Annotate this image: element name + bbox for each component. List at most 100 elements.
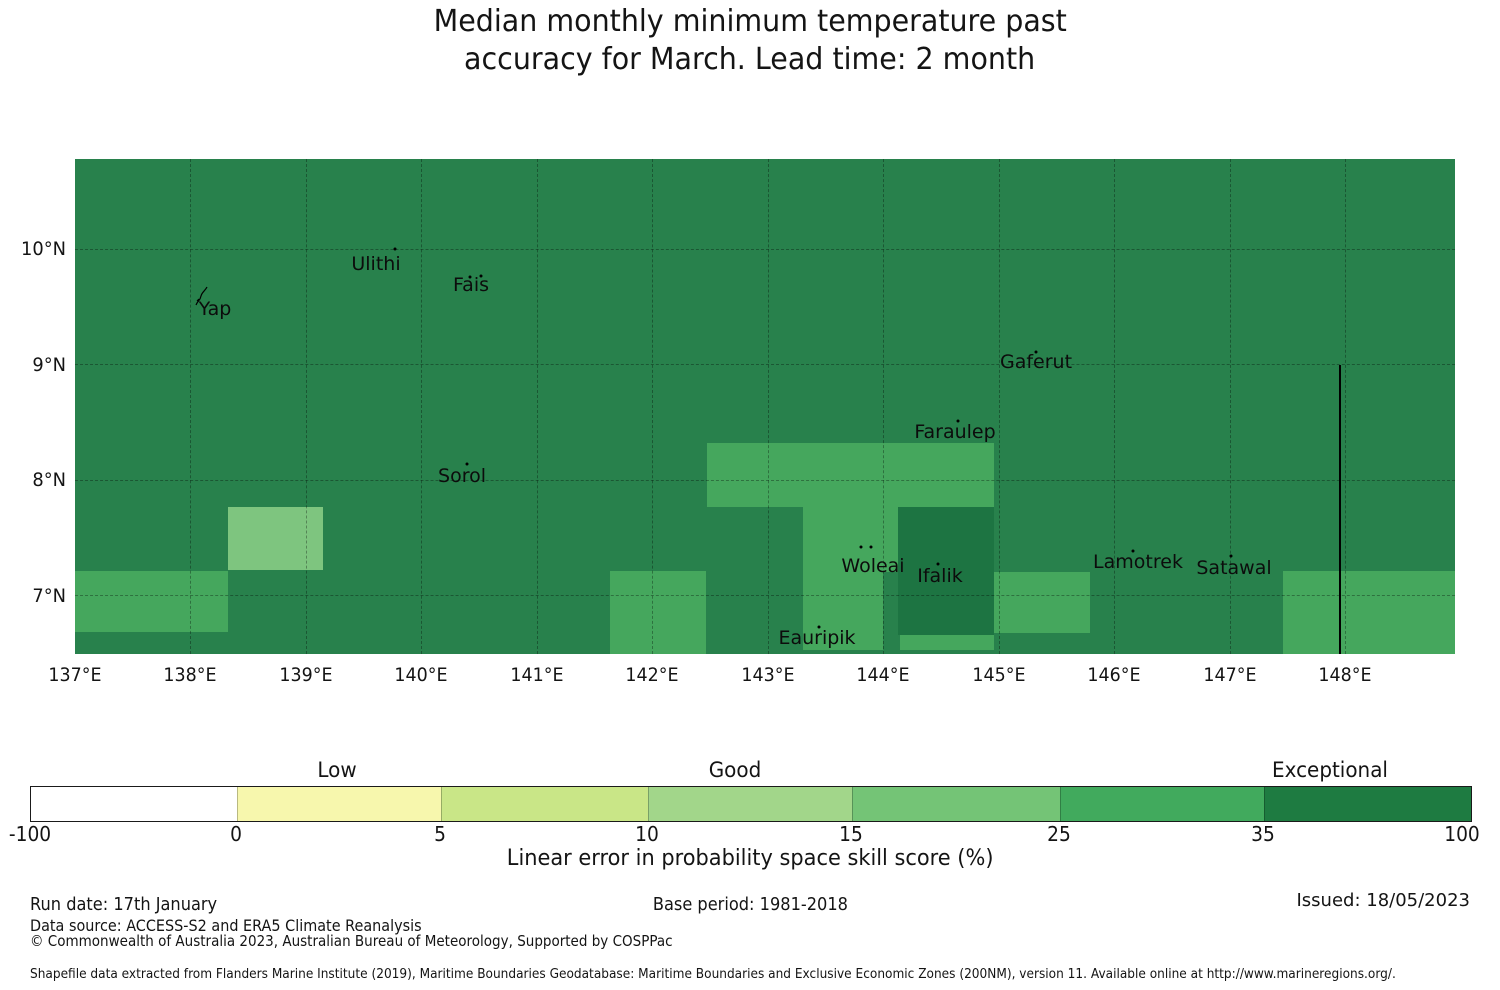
cbtick-25: 25 (1047, 822, 1071, 846)
ytick-8n: 8°N (32, 469, 66, 491)
fais-marker2-icon (479, 274, 483, 278)
island-label-lamotrek: Lamotrek (1093, 551, 1183, 573)
xtick-137e: 137°E (48, 664, 102, 686)
map-canvas: Yap Ulithi Fais Sorol Gaferut Faraulep W… (75, 159, 1455, 654)
satawal-marker-icon (1229, 554, 1233, 558)
xtick-142e: 142°E (625, 664, 679, 686)
colorbar-seg-neg100-0 (31, 787, 237, 821)
colorbar-seg-35-100 (1264, 787, 1471, 821)
base-period-text-inner: Base period: 1981-2018 (652, 894, 848, 915)
fais-marker-icon (468, 275, 472, 279)
colorbar-axis-label: Linear error in probability space skill … (0, 846, 1500, 871)
skill-patch-ifalik-dark (898, 507, 994, 635)
cbtick-10: 10 (635, 822, 659, 846)
cbtick-15: 15 (839, 822, 863, 846)
skill-patch-faraulep-bar (707, 443, 994, 507)
gridline-140e (421, 159, 422, 654)
woleai-marker2-icon (869, 545, 873, 549)
colorbar-category-low: Low (317, 758, 357, 782)
gaferut-marker-icon (1034, 350, 1038, 354)
eauripik-marker-icon (817, 625, 821, 629)
skill-patch-under-ifalik (900, 635, 994, 650)
skill-patch-light-15-25 (228, 507, 323, 570)
woleai-marker-icon (859, 545, 863, 549)
skill-patch-woleai-stem-upper (803, 507, 898, 572)
xtick-145e: 145°E (972, 664, 1026, 686)
sorol-marker-icon (465, 462, 469, 466)
island-label-eauripik: Eauripik (778, 627, 856, 649)
xtick-148e: 148°E (1318, 664, 1372, 686)
cbtick-35: 35 (1251, 822, 1275, 846)
gridline-141e (537, 159, 538, 654)
gridline-139e (306, 159, 307, 654)
gridline-10n (75, 249, 1455, 250)
ytick-7n: 7°N (32, 585, 66, 607)
xtick-140e: 140°E (394, 664, 448, 686)
gridline-142e (652, 159, 653, 654)
gridline-138e (190, 159, 191, 654)
colorbar-category-good: Good (708, 758, 762, 782)
base-period-text: Base period: 1981-2018 (0, 894, 1500, 915)
colorbar-seg-5-10 (441, 787, 648, 821)
gridline-7n (75, 595, 1455, 596)
island-label-ifalik: Ifalik (917, 565, 963, 587)
chart-title-line2-text: accuracy for March. Lead time: 2 month (464, 42, 1036, 77)
colorbar-seg-10-15 (648, 787, 852, 821)
cbtick-5: 5 (434, 822, 446, 846)
lamotrek-marker-icon (1131, 549, 1135, 553)
ulithi-marker-icon (393, 247, 397, 251)
colorbar-seg-0-5 (237, 787, 441, 821)
chart-title-line1: Median monthly minimum temperature past (0, 4, 1500, 39)
gridline-145e (999, 159, 1000, 654)
yap-island-outline-icon (195, 286, 208, 306)
island-label-woleai: Woleai (841, 555, 905, 577)
xtick-146e: 146°E (1087, 664, 1141, 686)
copyright-text: © Commonwealth of Australia 2023, Austra… (30, 932, 673, 950)
faraulep-marker-icon (956, 419, 960, 423)
island-label-satawal: Satawal (1196, 557, 1272, 579)
skill-patch-woleai-stem-lower (803, 572, 883, 650)
gridline-148e (1345, 159, 1346, 654)
issued-date-text: Issued: 18/05/2023 (1296, 890, 1470, 911)
data-source-text: Data source: ACCESS-S2 and ERA5 Climate … (30, 916, 422, 935)
xtick-143e: 143°E (741, 664, 795, 686)
island-label-sorol: Sorol (438, 465, 486, 487)
island-label-gaferut: Gaferut (999, 351, 1073, 373)
gridline-9n (75, 364, 1455, 365)
chart-title-line2: accuracy for March. Lead time: 2 month (0, 42, 1500, 77)
eez-boundary-line (1339, 365, 1341, 654)
xtick-139e: 139°E (279, 664, 333, 686)
run-date-text: Run date: 17th January (30, 894, 218, 915)
island-label-yap: Yap (198, 298, 232, 320)
island-label-fais: Fais (452, 274, 490, 296)
cbtick-0: 0 (230, 822, 242, 846)
xtick-141e: 141°E (510, 664, 564, 686)
colorbar (30, 786, 1472, 822)
gridline-147e (1230, 159, 1231, 654)
chart-title-line1-text: Median monthly minimum temperature past (433, 4, 1067, 39)
gridline-144e (883, 159, 884, 654)
island-label-faraulep: Faraulep (914, 421, 996, 443)
skill-patch-elato (994, 572, 1090, 633)
cbtick-neg100: -100 (8, 822, 52, 846)
ytick-10n: 10°N (20, 238, 66, 260)
cbtick-100: 100 (1444, 822, 1480, 846)
xtick-138e: 138°E (163, 664, 217, 686)
gridline-8n (75, 480, 1455, 481)
colorbar-seg-25-35 (1060, 787, 1264, 821)
ytick-9n: 9°N (32, 354, 66, 376)
skill-patch-southeast-corner (1283, 571, 1455, 654)
skill-patch-eauripik-west (610, 571, 706, 654)
shapefile-attribution-text: Shapefile data extracted from Flanders M… (30, 966, 1396, 982)
island-label-ulithi: Ulithi (351, 253, 401, 275)
xtick-144e: 144°E (856, 664, 910, 686)
skill-patch-west-band (75, 571, 228, 632)
gridline-143e (768, 159, 769, 654)
gridline-146e (1114, 159, 1115, 654)
colorbar-axis-label-text: Linear error in probability space skill … (506, 846, 994, 871)
xtick-147e: 147°E (1203, 664, 1257, 686)
ifalik-marker-icon (936, 562, 940, 566)
colorbar-seg-15-25 (852, 787, 1060, 821)
colorbar-category-exceptional: Exceptional (1272, 758, 1388, 782)
